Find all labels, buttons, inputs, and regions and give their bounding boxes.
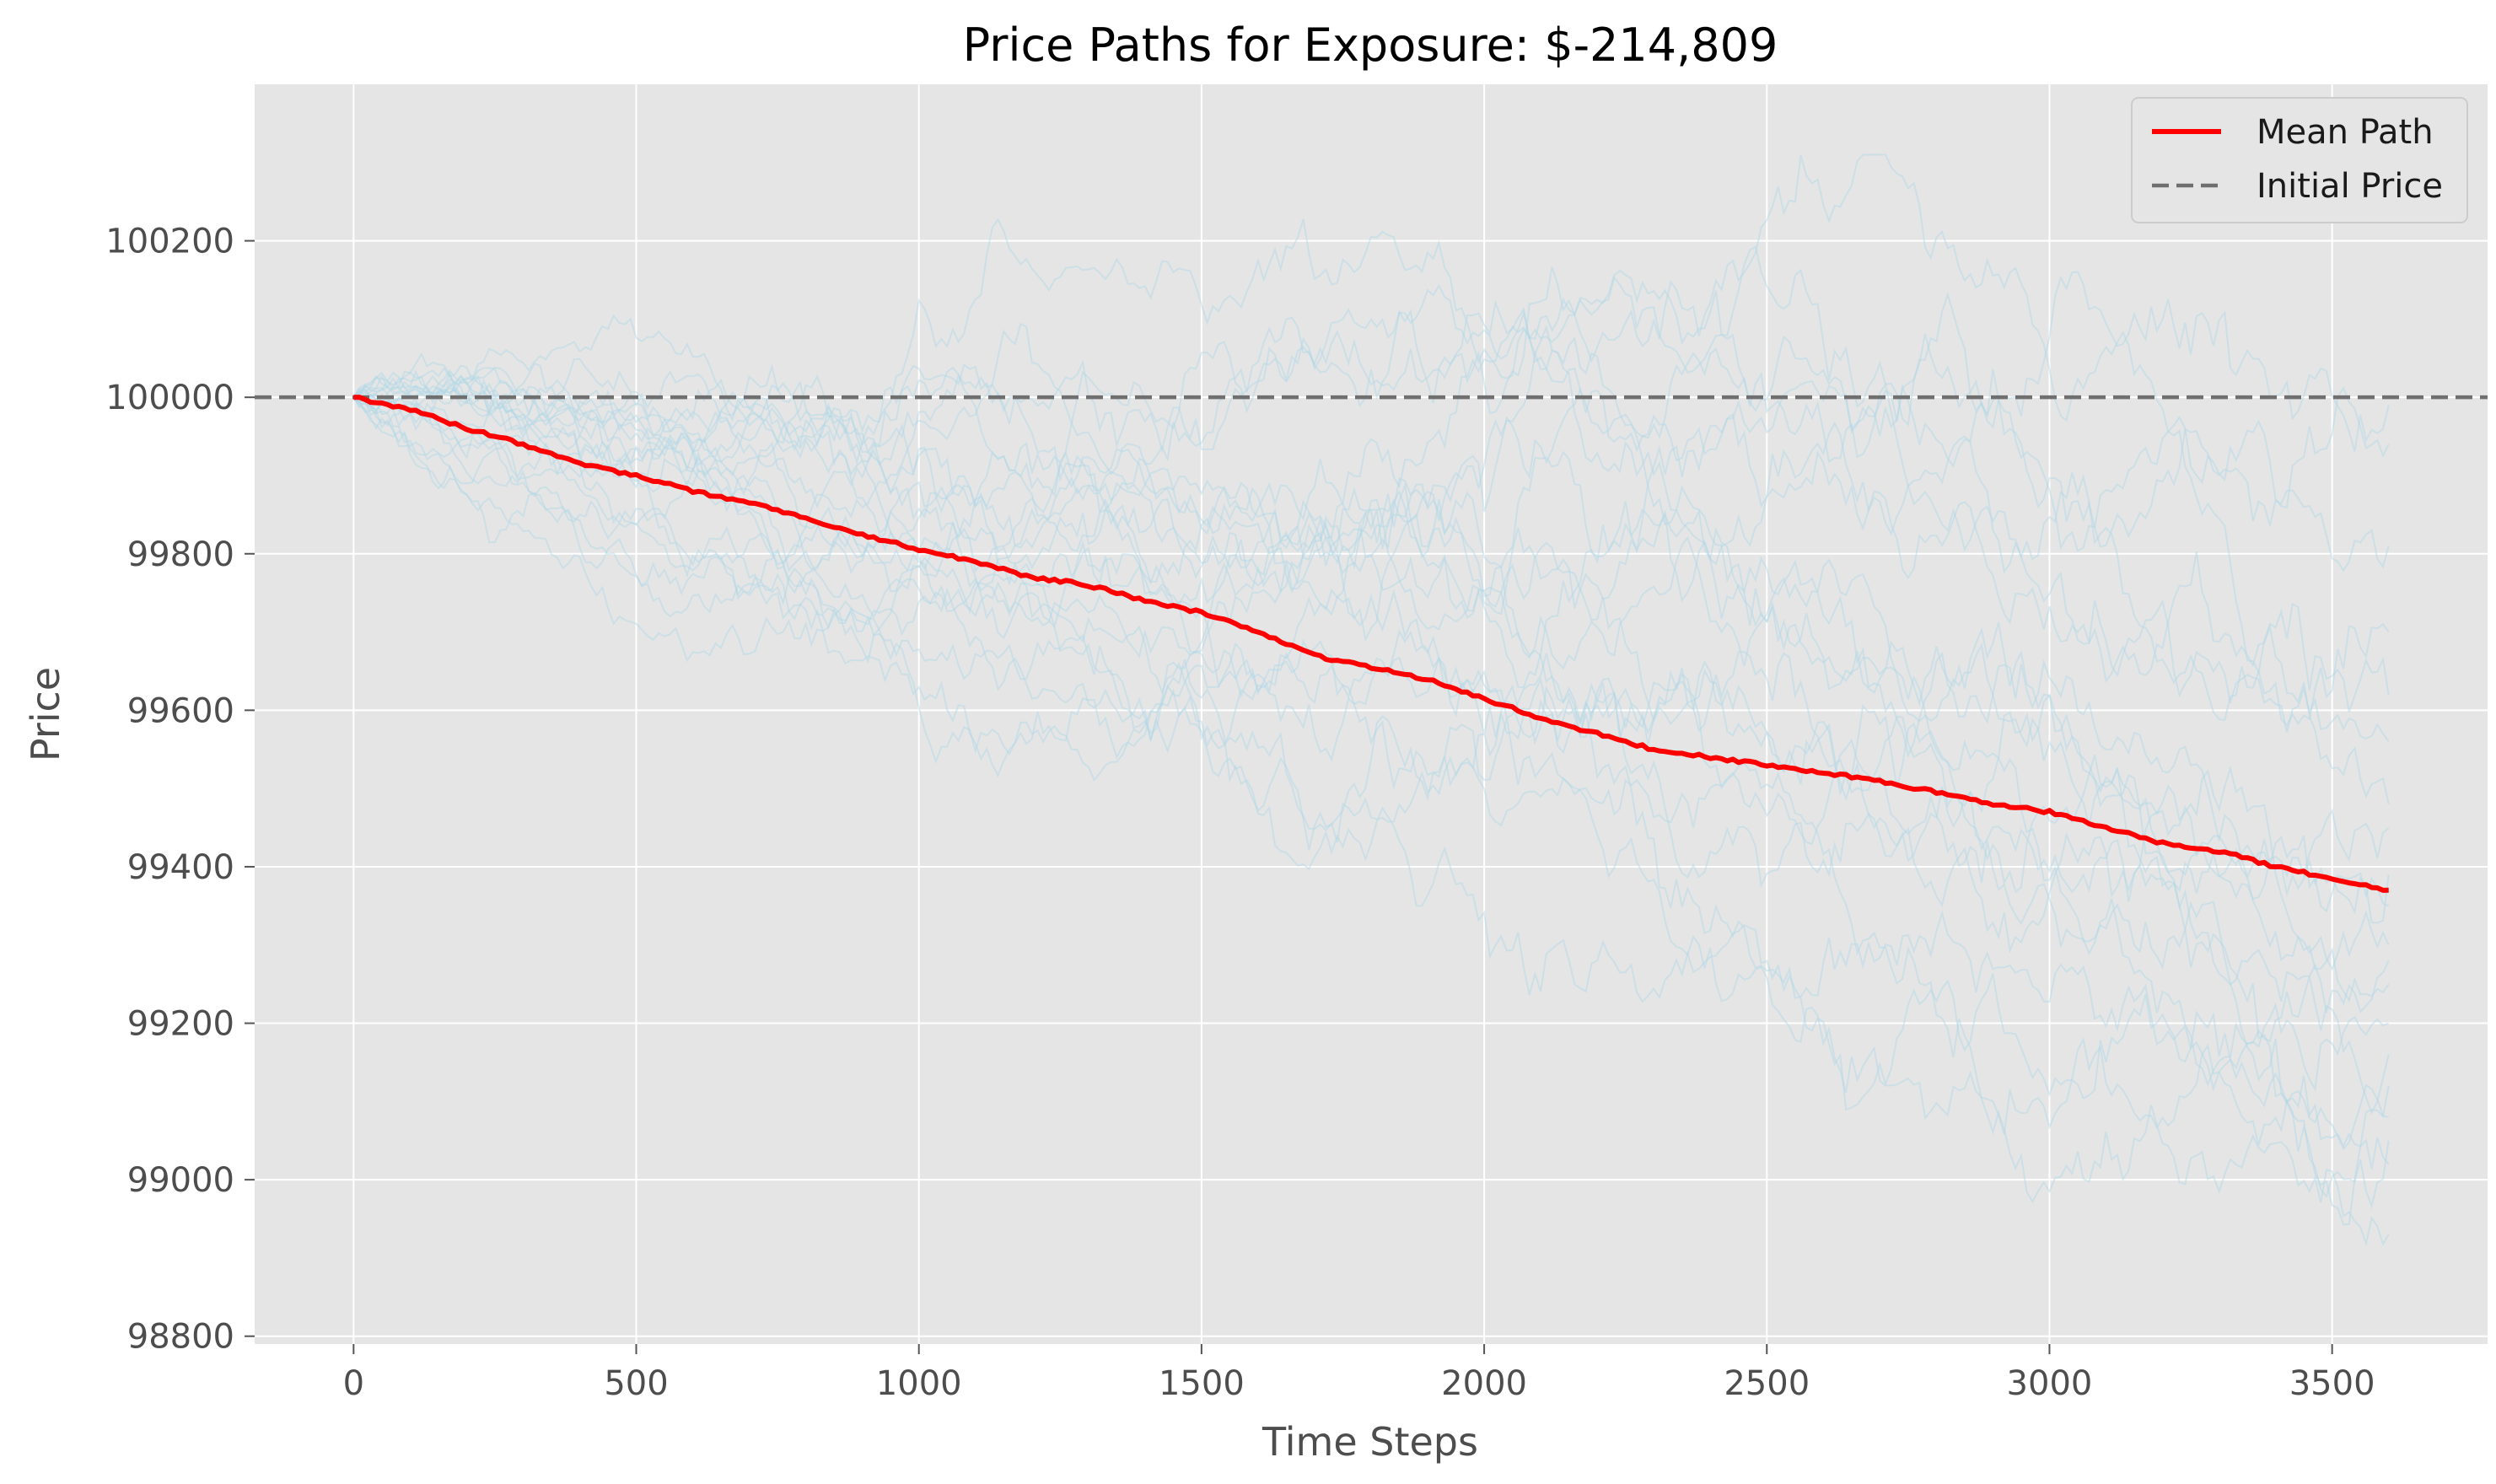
x-tick-label: 500 [604,1364,668,1403]
simulated-path [352,388,2390,804]
legend-mean-label: Mean Path [2257,113,2434,152]
x-axis-label: Time Steps [1261,1419,1478,1465]
simulated-path [352,352,2390,1209]
simulated-path [352,396,2390,1014]
legend: Mean Path Initial Price [2131,97,2468,223]
simulated-path [352,396,2390,1116]
x-tick-label: 3500 [2289,1364,2375,1403]
x-tick-label: 2000 [1441,1364,1527,1403]
simulated-path [352,271,2390,594]
x-tick-label: 3000 [2007,1364,2093,1403]
y-axis-label: Price [23,667,68,761]
simulated-path [352,366,2390,743]
x-tick-label: 2500 [1724,1364,1810,1403]
chart-title: Price Paths for Exposure: $-214,809 [963,19,1778,72]
mean-path-line [353,395,2389,893]
simulated-path [352,363,2390,1247]
y-tick-label: 99200 [127,1005,234,1044]
simulated-path [352,394,2390,1111]
simulated-path [353,218,2390,712]
y-tick-label: 99600 [127,691,234,730]
grid-lines [255,84,2488,1344]
y-tick-label: 99400 [127,848,234,887]
legend-initial-label: Initial Price [2257,167,2443,206]
y-tick-label: 98800 [127,1318,234,1357]
plot-background [255,84,2488,1344]
simulated-path [352,283,2390,913]
simulated-path [352,378,2390,1226]
y-tick-label: 100200 [105,223,234,261]
simulated-path [352,314,2390,924]
x-tick-label: 0 [343,1364,364,1403]
simulated-path [352,153,2390,509]
y-tick-label: 99000 [127,1161,234,1200]
simulated-path [352,347,2390,727]
simulated-path [353,364,2390,1003]
y-tick-label: 100000 [105,379,234,417]
simulated-path [352,370,2390,1169]
x-tick-label: 1000 [876,1364,962,1403]
simulated-path [352,396,2390,901]
simulated-path [352,266,2390,573]
axis-ticks: 0 500 1000 1500 2000 2500 3000 3500 98800 99000 99… [105,223,2375,1403]
x-tick-label: 1500 [1159,1364,1245,1403]
simulated-path [352,324,2390,971]
simulated-path [352,390,2389,1151]
simulated-paths [352,153,2390,1247]
y-tick-label: 99800 [127,535,234,574]
